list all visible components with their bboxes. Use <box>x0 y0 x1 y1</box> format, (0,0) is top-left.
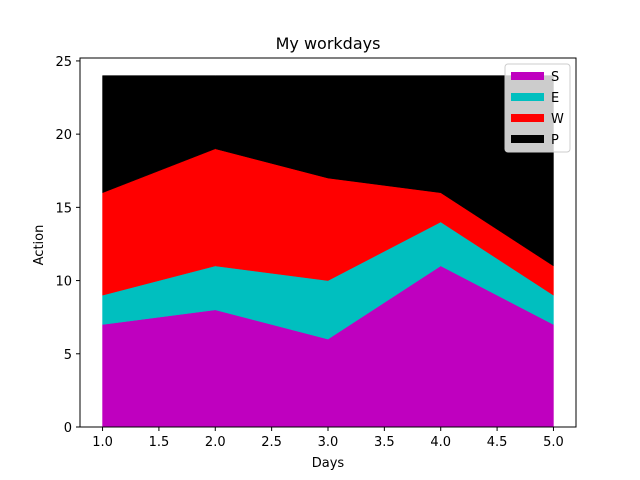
x-tick-label: 2.0 <box>205 435 226 450</box>
legend-label-e: E <box>551 91 559 106</box>
chart-title: My workdays <box>276 34 381 53</box>
x-tick-label: 1.0 <box>92 435 113 450</box>
legend-label-s: S <box>551 70 559 85</box>
legend-box <box>504 63 571 153</box>
legend-label-w: W <box>551 112 564 127</box>
y-axis-label: Action <box>32 225 47 266</box>
y-tick-label: 20 <box>55 128 72 143</box>
y-tick-label: 5 <box>64 348 72 363</box>
x-tick-label: 1.5 <box>149 435 170 450</box>
x-tick-label: 3.0 <box>318 435 339 450</box>
legend-swatch-p <box>511 135 544 143</box>
area-layers <box>102 75 554 428</box>
x-axis-ticks: 1.0 1.5 2.0 2.5 3.0 3.5 4.0 4.5 5.0 <box>92 427 564 450</box>
area-series-p <box>102 75 554 267</box>
x-axis-label: Days <box>312 456 345 471</box>
legend-swatch-w <box>511 114 544 122</box>
x-tick-label: 4.5 <box>487 435 508 450</box>
y-tick-label: 25 <box>55 55 72 70</box>
y-tick-label: 0 <box>64 421 72 436</box>
legend-label-p: P <box>551 133 559 148</box>
x-tick-label: 5.0 <box>543 435 564 450</box>
legend-swatch-s <box>511 72 544 80</box>
x-tick-label: 3.5 <box>374 435 395 450</box>
y-tick-label: 15 <box>55 201 72 216</box>
x-tick-label: 2.5 <box>261 435 282 450</box>
y-tick-label: 10 <box>55 275 72 290</box>
x-tick-label: 4.0 <box>430 435 451 450</box>
legend-swatch-e <box>511 93 544 101</box>
y-axis-ticks: 0 5 10 15 20 25 <box>55 55 80 436</box>
